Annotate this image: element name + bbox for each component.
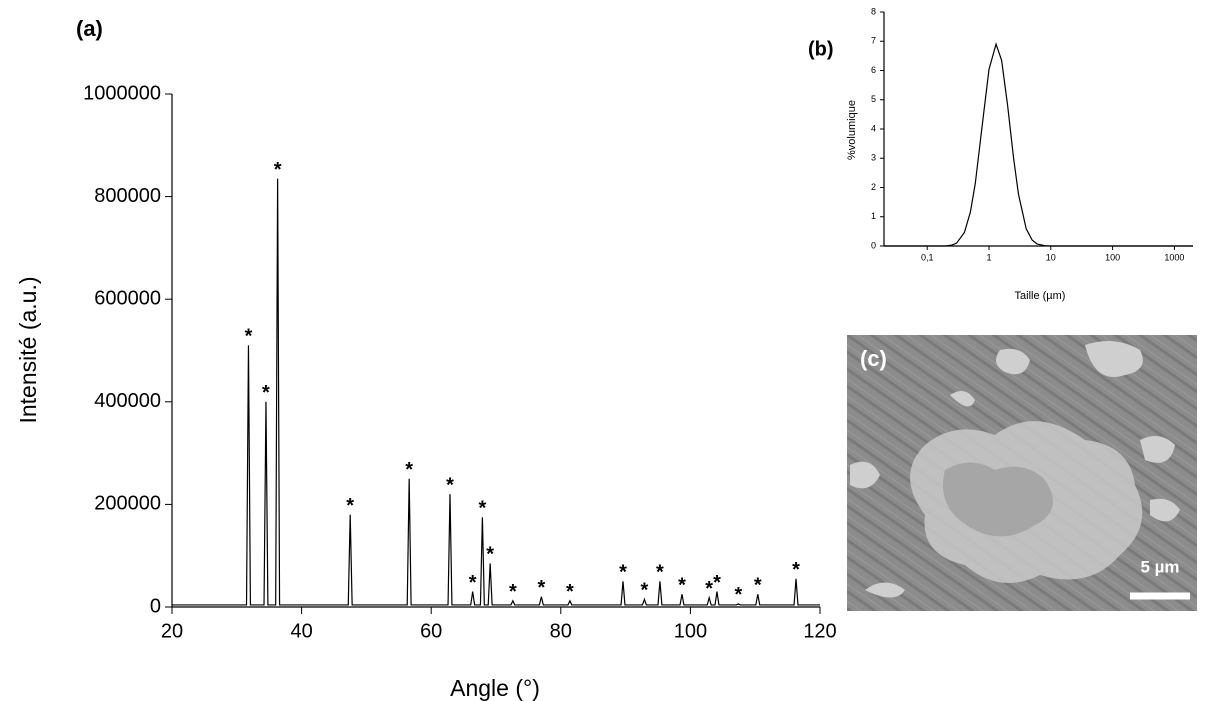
x-tick-label: 1000 — [1164, 252, 1184, 262]
y-tick-label: 1000000 — [83, 82, 161, 104]
x-tick-label: 120 — [803, 620, 836, 642]
y-tick-label: 7 — [871, 36, 876, 46]
peak-marker: * — [262, 382, 270, 404]
peak-marker: * — [346, 495, 354, 517]
peak-marker: * — [469, 572, 477, 594]
peak-marker: * — [405, 459, 413, 481]
x-tick-label: 100 — [674, 620, 707, 642]
y-tick-label: 3 — [871, 153, 876, 163]
x-tick-label: 40 — [290, 620, 312, 642]
y-tick-label: 8 — [871, 6, 876, 16]
peak-marker: * — [478, 498, 486, 520]
panel-label: (a) — [76, 16, 103, 41]
x-tick-label: 0,1 — [921, 252, 934, 262]
y-tick-label: 2 — [871, 182, 876, 192]
y-tick-label: 400000 — [94, 390, 161, 412]
x-tick-label: 60 — [420, 620, 442, 642]
data-line — [884, 42, 1193, 247]
peak-marker: * — [713, 572, 721, 594]
peak-marker: * — [486, 544, 494, 566]
y-tick-label: 5 — [871, 94, 876, 104]
y-tick-label: 6 — [871, 65, 876, 75]
y-tick-label: 200000 — [94, 493, 161, 515]
y-axis-title: %volumique — [846, 100, 858, 160]
peak-marker: * — [656, 562, 664, 584]
x-axis-title: Taille (µm) — [1015, 290, 1066, 302]
peak-marker: * — [509, 581, 517, 603]
y-tick-label: 0 — [150, 595, 161, 617]
data-line — [172, 178, 820, 606]
peak-marker: * — [734, 584, 742, 606]
peak-marker: * — [245, 326, 253, 348]
x-axis-title: Angle (°) — [450, 675, 540, 701]
y-tick-label: 800000 — [94, 185, 161, 207]
x-tick-label: 10 — [1046, 252, 1056, 262]
scale-bar-label: 5 µm — [1140, 557, 1179, 576]
y-axis-title: Intensité (a.u.) — [15, 276, 41, 423]
peak-marker: * — [754, 574, 762, 596]
peak-marker: * — [537, 577, 545, 599]
x-tick-label: 20 — [161, 620, 183, 642]
sem-image — [847, 335, 1197, 611]
peak-marker: * — [705, 578, 713, 600]
panel-label: (b) — [808, 38, 834, 60]
y-tick-label: 600000 — [94, 287, 161, 309]
peak-marker: * — [640, 580, 648, 602]
y-tick-label: 0 — [871, 240, 876, 250]
peak-marker: * — [446, 474, 454, 496]
peak-marker: * — [566, 581, 574, 603]
y-tick-label: 4 — [871, 123, 876, 133]
y-tick-label: 1 — [871, 211, 876, 221]
peak-marker: * — [274, 159, 282, 181]
peak-marker: * — [619, 562, 627, 584]
peak-marker: * — [792, 559, 800, 581]
panel-label: (c) — [860, 346, 887, 371]
x-tick-label: 80 — [550, 620, 572, 642]
x-tick-label: 1 — [986, 252, 991, 262]
peak-marker: * — [678, 574, 686, 596]
x-tick-label: 100 — [1105, 252, 1120, 262]
